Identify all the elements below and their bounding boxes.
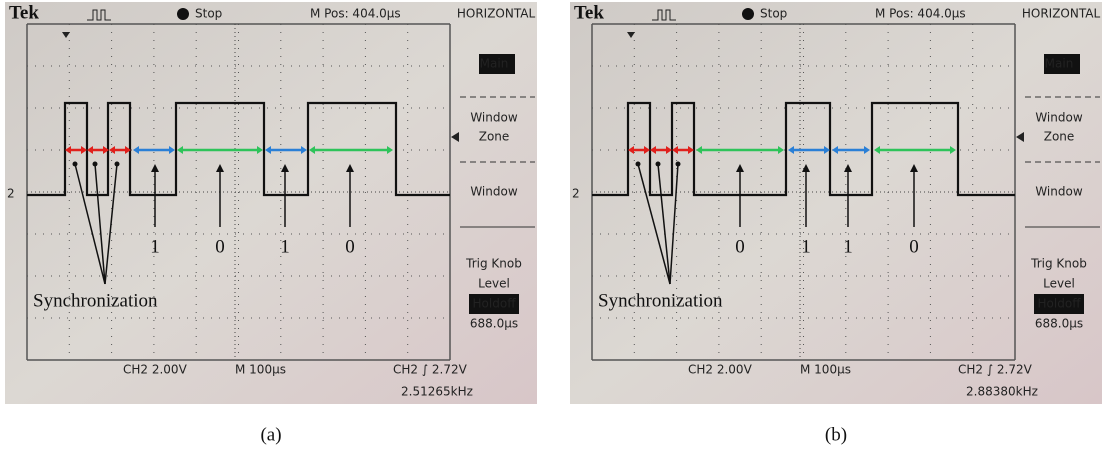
arrow-head [109,146,131,154]
position: M Pos: 404.0µs [875,7,966,21]
brand: Tek [9,2,39,23]
arrow-head [281,164,289,172]
menu-item: Trig Knob [465,257,522,271]
reference-arrow [1016,132,1024,142]
menu-item: Holdoff [473,297,517,311]
arrow-head [844,164,852,172]
arrow-head [87,146,109,154]
bit-label: 1 [801,236,811,257]
arrow-head [736,164,744,172]
channel-marker: 2 [7,187,15,201]
sync-arrow [669,163,679,285]
arrow-head [346,164,354,172]
trigger-icon [652,9,676,21]
arrow-head [650,146,672,154]
photo-background [5,2,537,404]
status: Stop [195,7,222,21]
menu-highlight [1034,294,1084,314]
menu-item: 688.0µs [470,317,518,331]
menu-highlight [479,54,515,74]
arrow-head [802,164,810,172]
arrow-head [628,146,650,154]
arrow-head [151,164,159,172]
arrow-head [675,161,681,167]
arrow-head [114,161,120,167]
menu-item: Holdoff [1038,297,1082,311]
sync-label: Synchronization [598,290,723,311]
bit-label: 1 [150,236,160,257]
arrow-head [72,161,78,167]
menu-item: Trig Knob [1030,257,1087,271]
reference-arrow [451,132,459,142]
arrow-head [635,161,641,167]
sync-arrow [74,163,106,285]
menu-item: Window [470,185,518,199]
menu-item: Level [478,277,510,291]
menu-item: Window [1035,111,1083,125]
footer-channel: CH2 2.00V [123,363,188,377]
position: M Pos: 404.0µs [310,7,401,21]
oscilloscope-panel: Tek Stop M Pos: 404.0µs HORIZONTAL Main Windo… [570,2,1102,404]
footer-timebase: M 100µs [235,363,286,377]
footer-trigger: CH2 ∫ 2.72V [393,363,468,377]
menu-item: Main [480,57,509,71]
waveform [27,101,450,197]
bit-label: 0 [345,236,355,257]
arrow-head [655,161,661,167]
arrow-head [216,164,224,172]
menu-title: HORIZONTAL [457,7,536,21]
footer-channel: CH2 2.00V [688,363,753,377]
channel-marker: 2 [572,187,580,201]
menu-title: HORIZONTAL [1022,7,1101,21]
footer-frequency: 2.51265kHz [401,385,473,399]
bit-label: 1 [280,236,290,257]
menu-highlight [1044,54,1080,74]
menu-item: Window [470,111,518,125]
menu-highlight [469,294,519,314]
caption: (b) [825,424,847,445]
menu-item: Window [1035,185,1083,199]
arrow-head [672,146,694,154]
caption: (a) [260,424,281,445]
sync-label: Synchronization [33,290,158,311]
photo-background [570,2,1102,404]
oscilloscope-panel: Tek Stop M Pos: 404.0µs HORIZONTAL Main Windo… [5,2,537,404]
marker [627,32,635,38]
stop-icon [742,8,754,20]
footer-frequency: 2.88380kHz [966,385,1038,399]
menu-item: Level [1043,277,1075,291]
bit-label: 0 [735,236,745,257]
trigger-icon [87,9,111,21]
bit-label: 0 [909,236,919,257]
arrow-head [92,161,98,167]
menu-item: 688.0µs [1035,317,1083,331]
sync-arrow [104,163,118,285]
status: Stop [760,7,787,21]
marker [62,32,70,38]
sync-arrow [94,163,106,285]
footer-trigger: CH2 ∫ 2.72V [958,363,1033,377]
stop-icon [177,8,189,20]
sync-arrow [637,163,671,285]
footer-timebase: M 100µs [800,363,851,377]
menu-item: Zone [479,130,510,144]
arrow-head [65,146,87,154]
menu-item: Zone [1044,130,1075,144]
brand: Tek [574,2,604,23]
arrow-head [910,164,918,172]
bit-label: 0 [215,236,225,257]
bit-label: 1 [843,236,853,257]
sync-arrow [657,163,671,285]
menu-item: Main [1045,57,1074,71]
